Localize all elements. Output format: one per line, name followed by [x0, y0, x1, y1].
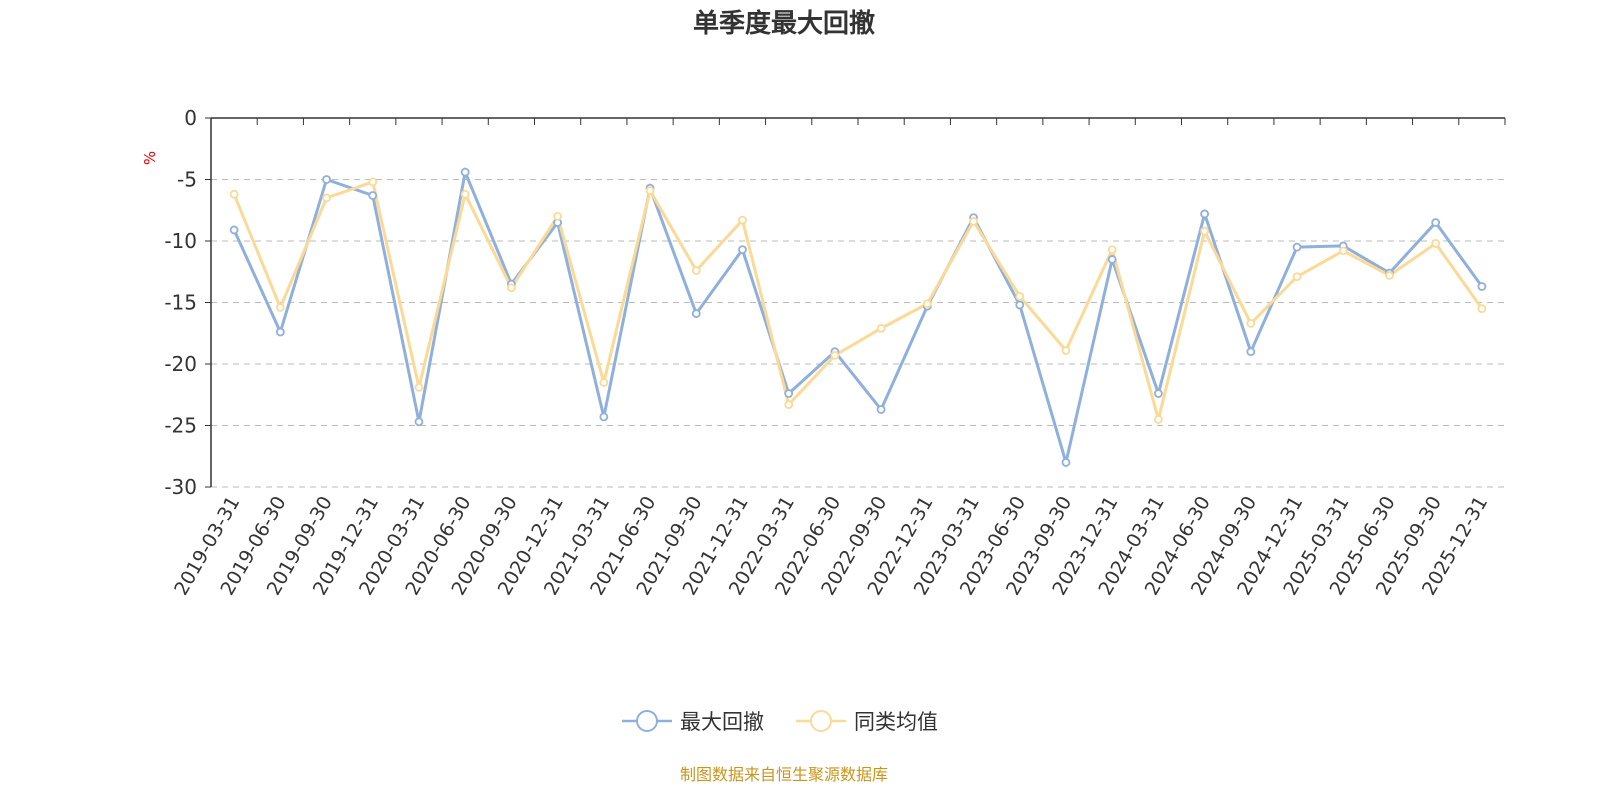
data-point — [229, 189, 239, 199]
data-point — [553, 211, 563, 221]
y-tick-label: 0 — [184, 106, 197, 130]
data-point — [784, 389, 794, 398]
data-point — [322, 175, 331, 184]
data-point — [1107, 255, 1117, 264]
data-point — [460, 189, 470, 199]
data-point — [414, 382, 424, 392]
data-point — [599, 412, 609, 422]
data-point — [1477, 282, 1487, 291]
y-tick-label: -15 — [164, 291, 197, 315]
y-tick-label: -30 — [164, 475, 197, 499]
data-point — [1061, 346, 1071, 355]
data-point — [1292, 242, 1302, 252]
data-point — [1153, 414, 1163, 424]
data-point — [229, 225, 239, 235]
legend: 最大回撤 同类均值 — [622, 710, 938, 734]
data-point — [506, 283, 516, 293]
data-point — [414, 417, 424, 427]
chart-title: 单季度最大回撤 — [693, 8, 875, 39]
legend-marker — [810, 710, 832, 732]
data-point — [1431, 239, 1441, 248]
y-tick-label: -20 — [164, 352, 197, 376]
data-point — [645, 186, 655, 195]
y-tick-label: -10 — [164, 229, 197, 253]
data-point — [368, 191, 378, 200]
y-tick-label: -25 — [164, 414, 197, 438]
data-point — [738, 245, 747, 255]
y-tick-label: -5 — [177, 168, 197, 192]
data-point — [1292, 272, 1302, 282]
data-point — [1107, 245, 1117, 255]
y-axis-label: % — [141, 151, 159, 165]
data-point — [275, 303, 285, 312]
data-point — [1200, 226, 1210, 236]
legend-label: 最大回撤 — [680, 710, 764, 734]
data-point — [1015, 300, 1025, 310]
data-point — [1061, 457, 1071, 467]
data-point — [1246, 319, 1256, 328]
data-point — [830, 350, 840, 360]
data-point — [368, 177, 378, 187]
data-point — [738, 215, 747, 225]
data-point — [1431, 218, 1441, 227]
data-point — [1246, 347, 1256, 357]
data-point — [969, 216, 978, 226]
data-point — [1153, 389, 1163, 398]
data-point — [876, 323, 886, 333]
legend-marker — [636, 710, 658, 732]
data-point — [1385, 271, 1394, 280]
data-point — [599, 378, 609, 387]
data-point — [1338, 246, 1348, 256]
data-point — [784, 400, 794, 409]
legend-label: 同类均值 — [854, 710, 938, 734]
data-point — [876, 405, 886, 414]
data-point — [275, 327, 285, 337]
data-point — [691, 266, 701, 275]
data-point — [460, 167, 470, 177]
data-point — [1200, 209, 1210, 219]
data-point — [922, 299, 932, 309]
data-point — [322, 193, 331, 203]
data-point — [1015, 291, 1025, 301]
data-point — [691, 309, 701, 318]
source-note: 制图数据来自恒生聚源数据库 — [680, 765, 888, 784]
series-line — [232, 179, 1484, 426]
data-point — [1477, 304, 1487, 314]
